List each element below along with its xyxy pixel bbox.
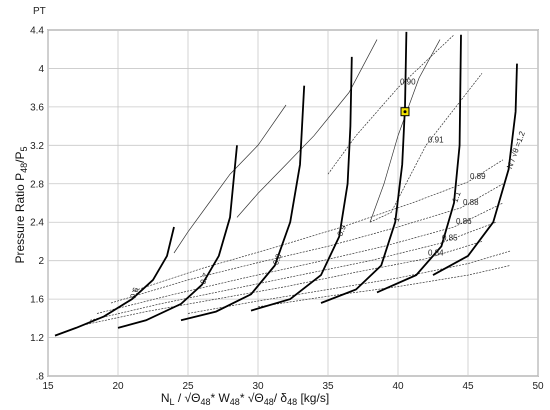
operating-point-layer — [400, 107, 410, 117]
x-axis-title-mid2: * W — [210, 391, 230, 405]
corner-label: PT — [33, 6, 46, 17]
stream-line — [369, 39, 441, 223]
x-axis-title-mid4: / δ — [274, 391, 288, 405]
y-tick-label: .8 — [36, 372, 45, 383]
y-tick-label: 3.6 — [30, 102, 44, 113]
tick-labels: 15 20 25 30 35 40 45 50 .8 1.2 1.6 2 2.4 2.8 3.2 3.6 4 4.… — [30, 26, 544, 393]
x-tick-label: 30 — [252, 381, 264, 392]
efficiency-line — [131, 159, 504, 292]
efficiency-line — [327, 34, 455, 175]
y-tick-label: 4.4 — [30, 26, 44, 37]
efficiency-line-label: 0.88 — [463, 198, 479, 207]
y-tick-label: 1.2 — [30, 333, 44, 344]
curve-labels: 0.910.900.890.880.860.850.840.60.70.80.9… — [128, 78, 527, 300]
efficiency-line — [257, 265, 511, 308]
speed-line — [117, 145, 238, 329]
x-axis-title-sub1: L — [170, 397, 175, 407]
x-axis-title-mid3: * √Θ — [240, 391, 264, 405]
y-axis-title: Pressure Ratio P48/P5 — [13, 146, 29, 263]
speed-line — [180, 85, 306, 322]
speed-lines — [54, 31, 518, 337]
y-tick-label: 2.4 — [30, 218, 44, 229]
y-axis-title-sub1: 48 — [19, 163, 29, 173]
speed-line — [54, 226, 175, 337]
y-tick-label: 1.6 — [30, 295, 44, 306]
x-axis-title-sub4: 48 — [264, 397, 274, 407]
efficiency-line — [369, 73, 483, 223]
y-axis-title-prefix: Pressure Ratio P — [13, 173, 27, 264]
efficiency-line — [110, 183, 504, 304]
efficiency-line-label: 0.91 — [428, 135, 444, 144]
x-axis-title-sub5: 48 — [287, 397, 297, 407]
speed-line-label: 1.1 — [450, 190, 462, 204]
speed-line — [320, 31, 408, 304]
efficiency-line — [82, 241, 483, 326]
speed-line — [432, 63, 518, 276]
x-axis-title: NL / √Θ48* W48* √Θ48/ δ48 [kg/s] — [161, 391, 329, 407]
speed-line-label: 0.9 — [336, 223, 348, 237]
y-axis-title-mid: /P — [13, 151, 27, 162]
x-axis-title-prefix: N — [161, 391, 170, 405]
operating-point-center — [403, 110, 407, 114]
x-axis-title-sub3: 48 — [230, 397, 240, 407]
x-axis-title-suffix: [kg/s] — [297, 391, 329, 405]
y-tick-label: 2.8 — [30, 179, 44, 190]
x-tick-label: 15 — [42, 381, 54, 392]
x-axis-title-mid1: / √Θ — [175, 391, 201, 405]
x-tick-label: 45 — [462, 381, 474, 392]
stream-line — [173, 104, 287, 254]
efficiency-line-label: 0.84 — [428, 249, 444, 258]
speed-line-label: 0.7 — [198, 271, 210, 285]
efficiency-line — [89, 221, 497, 321]
efficiency-line-label: 0.89 — [470, 172, 486, 181]
y-axis-title-sub2: 5 — [19, 146, 29, 151]
x-tick-label: 40 — [392, 381, 404, 392]
efficiency-lines — [82, 34, 511, 326]
x-tick-label: 25 — [182, 381, 194, 392]
speed-line-label: 0.6 — [128, 286, 140, 300]
speed-line-label: 1 — [392, 215, 402, 223]
x-axis-title-sub2: 48 — [200, 397, 210, 407]
speed-line-label: 0.8 — [271, 252, 283, 266]
efficiency-line-label: 0.85 — [442, 233, 458, 242]
grid-layer — [47, 29, 539, 377]
efficiency-line-label: 0.90 — [400, 78, 416, 87]
y-tick-label: 4 — [38, 64, 44, 75]
efficiency-line-label: 0.86 — [456, 217, 472, 226]
speed-line — [250, 56, 353, 312]
speed-line — [376, 34, 462, 294]
x-tick-label: 50 — [532, 381, 544, 392]
y-tick-label: 3.2 — [30, 141, 44, 152]
x-tick-label: 20 — [112, 381, 124, 392]
x-tick-label: 35 — [322, 381, 334, 392]
y-tick-label: 2 — [38, 256, 44, 267]
